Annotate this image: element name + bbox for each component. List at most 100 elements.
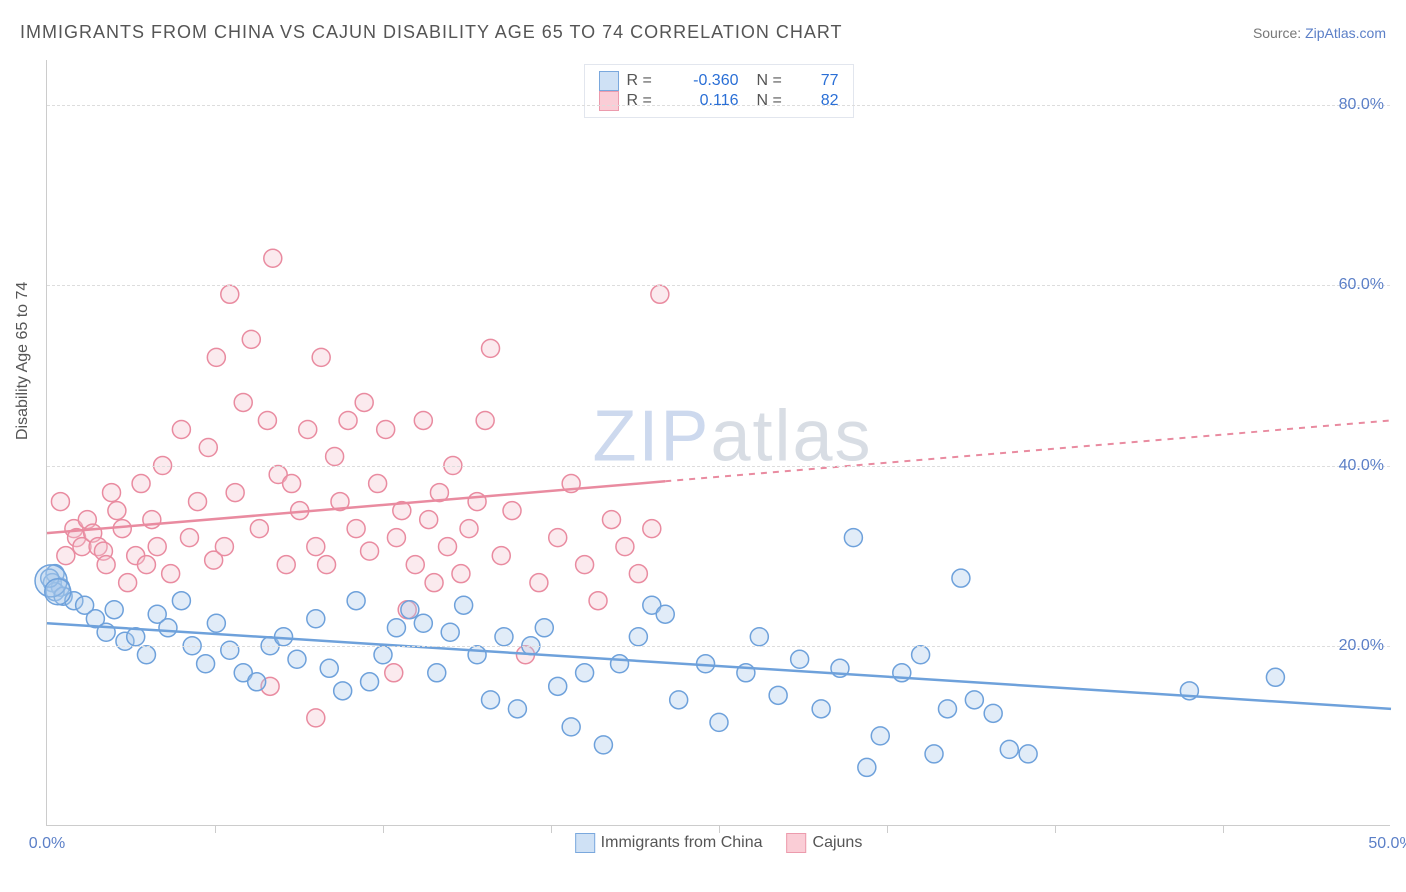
data-point — [250, 520, 268, 538]
chart-title: IMMIGRANTS FROM CHINA VS CAJUN DISABILIT… — [20, 22, 843, 43]
data-point — [455, 596, 473, 614]
data-point — [45, 579, 71, 605]
data-point — [812, 700, 830, 718]
data-point — [549, 677, 567, 695]
legend-r-value: 0.116 — [669, 92, 739, 110]
x-tick — [1055, 825, 1056, 833]
data-point — [871, 727, 889, 745]
data-point — [385, 664, 403, 682]
data-point — [369, 475, 387, 493]
data-point — [476, 411, 494, 429]
data-point — [530, 574, 548, 592]
data-point — [420, 511, 438, 529]
data-point — [162, 565, 180, 583]
data-point — [207, 614, 225, 632]
data-point — [629, 565, 647, 583]
y-tick-label: 80.0% — [1339, 96, 1384, 114]
data-point — [288, 650, 306, 668]
data-point — [482, 691, 500, 709]
data-point — [468, 646, 486, 664]
trend-line-extrapolated — [665, 420, 1391, 481]
y-axis-label: Disability Age 65 to 74 — [14, 282, 32, 440]
data-point — [611, 655, 629, 673]
data-point — [318, 556, 336, 574]
y-tick-label: 60.0% — [1339, 276, 1384, 294]
data-point — [791, 650, 809, 668]
data-point — [113, 520, 131, 538]
data-point — [97, 556, 115, 574]
legend-item: Immigrants from China — [575, 833, 763, 853]
data-point — [248, 673, 266, 691]
data-point — [616, 538, 634, 556]
source-link[interactable]: ZipAtlas.com — [1305, 25, 1386, 41]
data-point — [406, 556, 424, 574]
data-point — [387, 619, 405, 637]
gridline — [47, 105, 1390, 106]
legend-row: R =-0.360N =77 — [599, 71, 839, 91]
data-point — [347, 592, 365, 610]
data-point — [844, 529, 862, 547]
legend-n-value: 82 — [799, 92, 839, 110]
data-point — [215, 538, 233, 556]
data-point — [938, 700, 956, 718]
data-point — [428, 664, 446, 682]
data-point — [656, 605, 674, 623]
data-point — [1266, 668, 1284, 686]
data-point — [137, 556, 155, 574]
legend-n-label: N = — [757, 92, 791, 110]
data-point — [326, 448, 344, 466]
data-point — [361, 673, 379, 691]
data-point — [374, 646, 392, 664]
data-point — [347, 520, 365, 538]
data-point — [401, 601, 419, 619]
legend-r-label: R = — [627, 72, 661, 90]
data-point — [199, 439, 217, 457]
data-point — [207, 348, 225, 366]
legend-r-value: -0.360 — [669, 72, 739, 90]
data-point — [1019, 745, 1037, 763]
data-point — [769, 686, 787, 704]
data-point — [234, 393, 252, 411]
data-point — [172, 420, 190, 438]
data-point — [105, 601, 123, 619]
x-tick — [551, 825, 552, 833]
data-point — [589, 592, 607, 610]
source-attribution: Source: ZipAtlas.com — [1253, 25, 1386, 41]
data-point — [159, 619, 177, 637]
gridline — [47, 285, 1390, 286]
y-tick-label: 40.0% — [1339, 457, 1384, 475]
data-point — [495, 628, 513, 646]
chart-plot-area: ZIPatlas R =-0.360N =77R =0.116N =82 Imm… — [46, 60, 1390, 826]
gridline — [47, 646, 1390, 647]
x-tick — [215, 825, 216, 833]
data-point — [984, 704, 1002, 722]
data-point — [108, 502, 126, 520]
data-point — [51, 493, 69, 511]
data-point — [103, 484, 121, 502]
data-point — [307, 709, 325, 727]
data-point — [414, 411, 432, 429]
legend-n-label: N = — [757, 72, 791, 90]
data-point — [137, 646, 155, 664]
data-point — [377, 420, 395, 438]
data-point — [307, 610, 325, 628]
data-point — [508, 700, 526, 718]
data-point — [858, 758, 876, 776]
legend-row: R =0.116N =82 — [599, 91, 839, 111]
legend-swatch — [599, 71, 619, 91]
series-legend: Immigrants from China Cajuns — [575, 833, 863, 853]
data-point — [535, 619, 553, 637]
data-point — [425, 574, 443, 592]
data-point — [258, 411, 276, 429]
data-point — [119, 574, 137, 592]
legend-item: Cajuns — [787, 833, 863, 853]
legend-swatch — [575, 833, 595, 853]
data-point — [264, 249, 282, 267]
data-point — [594, 736, 612, 754]
data-point — [180, 529, 198, 547]
data-point — [492, 547, 510, 565]
data-point — [452, 565, 470, 583]
gridline — [47, 466, 1390, 467]
data-point — [503, 502, 521, 520]
data-point — [441, 623, 459, 641]
